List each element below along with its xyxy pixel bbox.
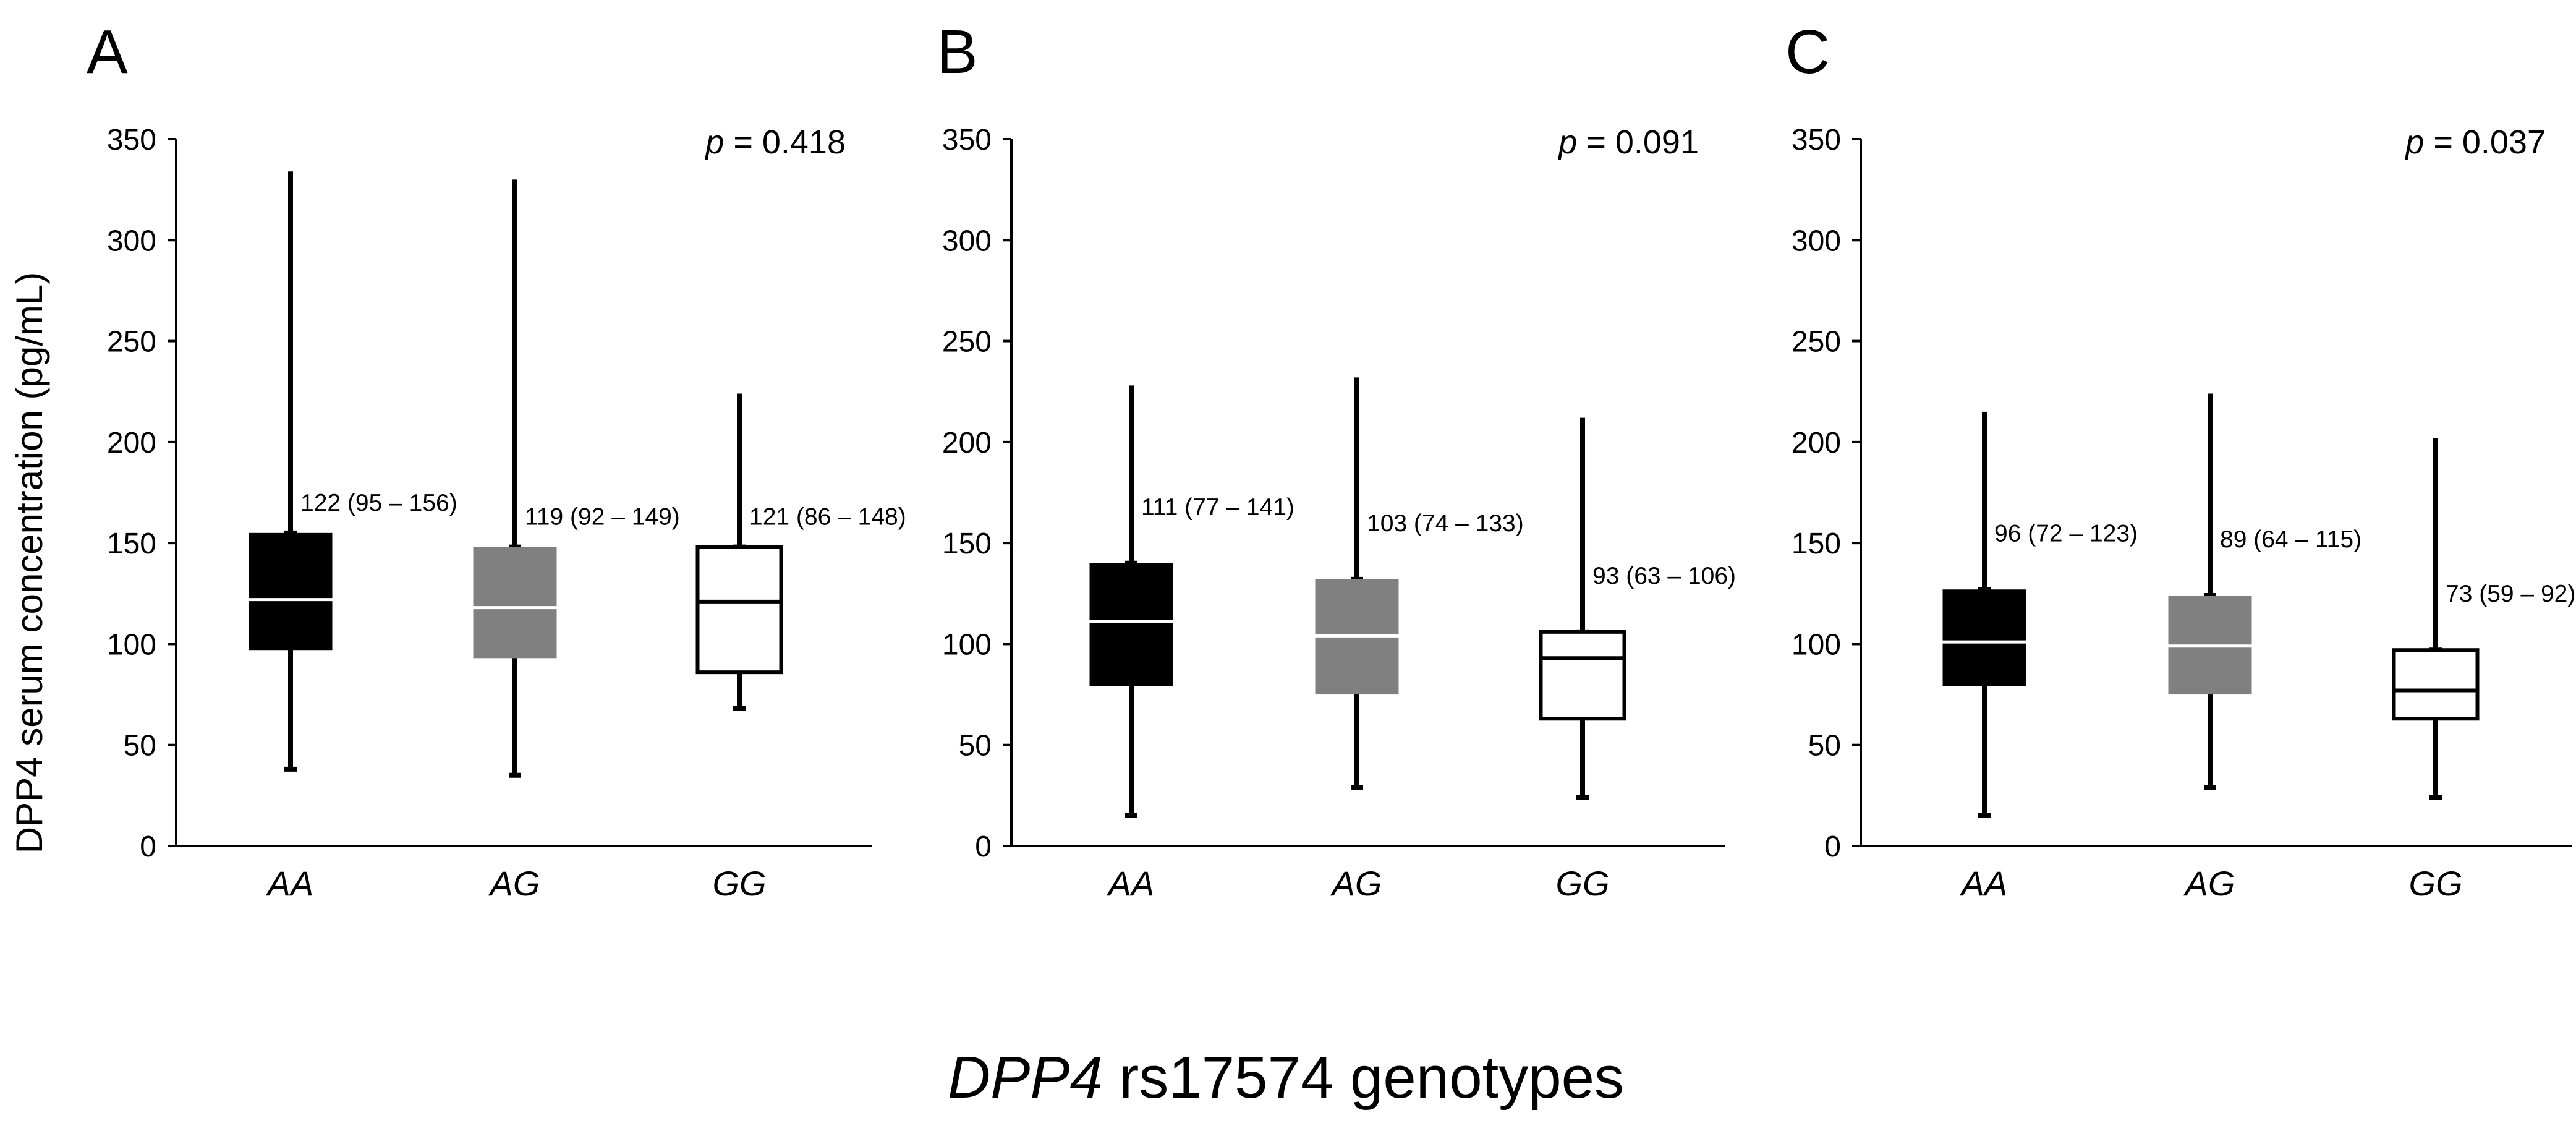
median-iqr-label: 111 (77 – 141): [1141, 494, 1294, 521]
box-ag: 119 (92 – 149): [473, 179, 680, 778]
category-label-aa: AA: [266, 864, 314, 903]
panel-letter: B: [937, 17, 978, 87]
p-value-number: = 0.037: [2424, 124, 2546, 161]
y-tick-label: 0: [975, 831, 992, 863]
y-tick-label: 50: [959, 730, 992, 762]
y-tick-label: 350: [107, 124, 156, 156]
y-tick-label: 100: [107, 628, 156, 661]
category-label-gg: GG: [1555, 864, 1609, 903]
p-value-symbol: p: [704, 124, 724, 161]
y-tick-label: 150: [107, 527, 156, 560]
category-label-aa: AA: [1107, 864, 1155, 903]
y-tick-label: 50: [124, 730, 156, 762]
y-tick-label: 100: [942, 628, 992, 661]
y-tick-label: 250: [107, 326, 156, 359]
median-iqr-label: 89 (64 – 115): [2220, 526, 2361, 553]
y-tick-label: 200: [107, 427, 156, 459]
y-tick-label: 200: [942, 427, 992, 459]
median-iqr-label: 93 (63 – 106): [1592, 563, 1736, 589]
iqr-box: [1089, 563, 1173, 687]
panel-letter: A: [87, 17, 128, 87]
p-value-symbol: p: [1557, 124, 1577, 161]
p-value-symbol: p: [2404, 124, 2424, 161]
y-tick-label: 0: [1824, 831, 1841, 863]
y-tick-label: 250: [1792, 326, 1841, 359]
box-gg: 93 (63 – 106): [1539, 417, 1736, 800]
p-value: p = 0.037: [2404, 124, 2546, 161]
y-tick-label: 300: [942, 224, 992, 257]
iqr-box: [249, 532, 333, 651]
p-value-number: = 0.418: [724, 124, 846, 161]
box-gg: 73 (59 – 92): [2392, 438, 2575, 800]
p-value: p = 0.091: [1557, 124, 1699, 161]
iqr-box: [473, 547, 557, 659]
box-aa: 96 (72 – 123): [1942, 411, 2138, 819]
panel-c: C 0 50 100 150 200 250 300 350 p = 0.037 96 (72 – …: [1785, 17, 2575, 903]
median-iqr-label: 121 (86 – 148): [749, 504, 906, 531]
panel-b: B 0 50 100 150 200 250 300 350 p = 0.091 111 (77 –…: [937, 17, 1736, 903]
y-tick-label: 250: [942, 326, 992, 359]
category-label-aa: AA: [1960, 864, 2008, 903]
iqr-box: [695, 545, 783, 675]
x-axis-label-gene: DPP4: [948, 1044, 1103, 1111]
y-tick-label: 150: [942, 527, 992, 560]
box-aa: 111 (77 – 141): [1089, 385, 1294, 819]
panel-a: A 0 50 100 150 200 250 300 350 p = 0.418 122 (95 –…: [87, 17, 906, 903]
x-axis-label-rest: rs17574 genotypes: [1103, 1044, 1624, 1111]
category-label-gg: GG: [2408, 864, 2462, 903]
y-tick-label: 350: [1792, 124, 1841, 156]
box-ag: 103 (74 – 133): [1315, 377, 1524, 790]
y-tick-label: 50: [1808, 730, 1841, 762]
category-label-ag: AG: [488, 864, 540, 903]
iqr-box: [1539, 630, 1626, 721]
y-tick-label: 200: [1792, 427, 1841, 459]
median-iqr-label: 96 (72 – 123): [1994, 520, 2138, 547]
category-label-gg: GG: [712, 864, 766, 903]
box-ag: 89 (64 – 115): [2168, 393, 2361, 790]
category-label-ag: AG: [2183, 864, 2235, 903]
y-tick-label: 150: [1792, 527, 1841, 560]
median-iqr-label: 103 (74 – 133): [1367, 510, 1524, 537]
x-axis-label: DPP4 rs17574 genotypes: [948, 1044, 1624, 1111]
y-tick-label: 100: [1792, 628, 1841, 661]
median-iqr-label: 119 (92 – 149): [525, 504, 680, 531]
p-value: p = 0.418: [704, 124, 846, 161]
box-gg: 121 (86 – 148): [695, 393, 906, 711]
y-tick-label: 350: [942, 124, 992, 156]
iqr-box: [2392, 648, 2480, 721]
category-label-ag: AG: [1330, 864, 1382, 903]
y-axis-label: DPP4 serum concentration (pg/mL): [9, 272, 50, 853]
p-value-number: = 0.091: [1577, 124, 1699, 161]
median-iqr-label: 122 (95 – 156): [300, 490, 457, 516]
panel-letter: C: [1785, 17, 1830, 87]
box-aa: 122 (95 – 156): [249, 171, 457, 772]
iqr-box: [1942, 589, 2026, 687]
y-tick-label: 300: [107, 224, 156, 257]
y-tick-label: 300: [1792, 224, 1841, 257]
median-iqr-label: 73 (59 – 92): [2446, 581, 2575, 607]
y-tick-label: 0: [140, 831, 156, 863]
